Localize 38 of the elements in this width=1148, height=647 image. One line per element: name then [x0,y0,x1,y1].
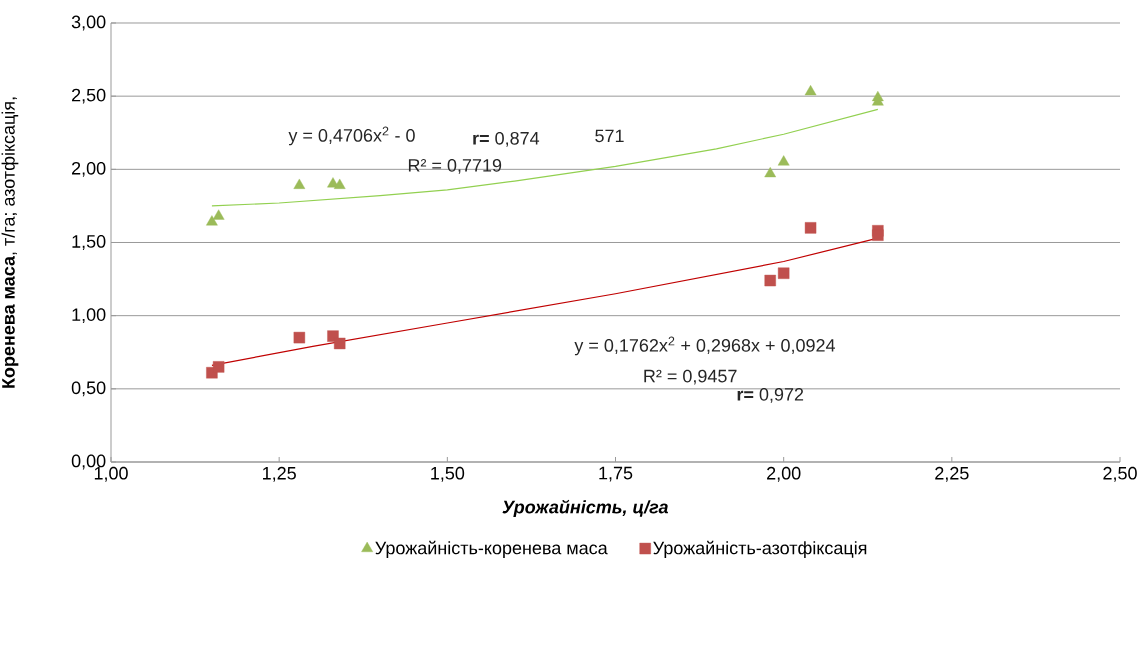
x-tick-label: 1,75 [599,466,633,482]
y-tick-label: 2,00 [72,161,106,177]
point [333,178,346,189]
point [206,215,218,226]
point [777,267,790,279]
x-tick-label: 1,25 [263,466,296,482]
x-tick-label: 1,50 [431,466,465,482]
annotation: r= 0,972 [737,387,804,403]
x-axis-title: Урожайність, ц/га [502,499,668,517]
annotation: y = 0,1762x$^{2}$ + 0,2968x + 0,0924 [574,336,836,356]
annotation: r= 0,874 [473,131,540,147]
annotation: R² = 0,9457 [644,369,737,385]
y-tick-label: 1,00 [72,308,106,324]
line-series [211,108,879,207]
point [777,155,790,166]
y-axis-title: Коренева маса, т/га; азотфіксація, [1,97,19,388]
x-tick-label: 2,00 [767,466,801,482]
y-tick-label: 3,00 [71,15,106,31]
x-tick-label: 2,50 [1103,466,1137,482]
point [212,361,225,373]
point [804,222,817,234]
point [804,85,817,96]
point [334,337,346,350]
legend-label: Урожайність-коренева маса [375,540,608,558]
point [293,331,306,344]
annotation: 571 [595,129,624,143]
point [872,229,884,241]
point [764,274,776,287]
point [764,167,777,178]
y-tick-label: 1,50 [72,235,106,250]
point [293,178,306,189]
point [212,209,225,220]
annotation: y = 0,4706x$^{2}$ - 0 [288,126,415,146]
y-tick-label: 2,50 [72,88,106,104]
x-tick-label: 2,25 [935,466,969,482]
y-tick-label: 0,50 [71,381,106,397]
annotation: R² = 0,7719 [408,158,502,174]
legend-label: Урожайність-азотфіксація [653,540,867,558]
